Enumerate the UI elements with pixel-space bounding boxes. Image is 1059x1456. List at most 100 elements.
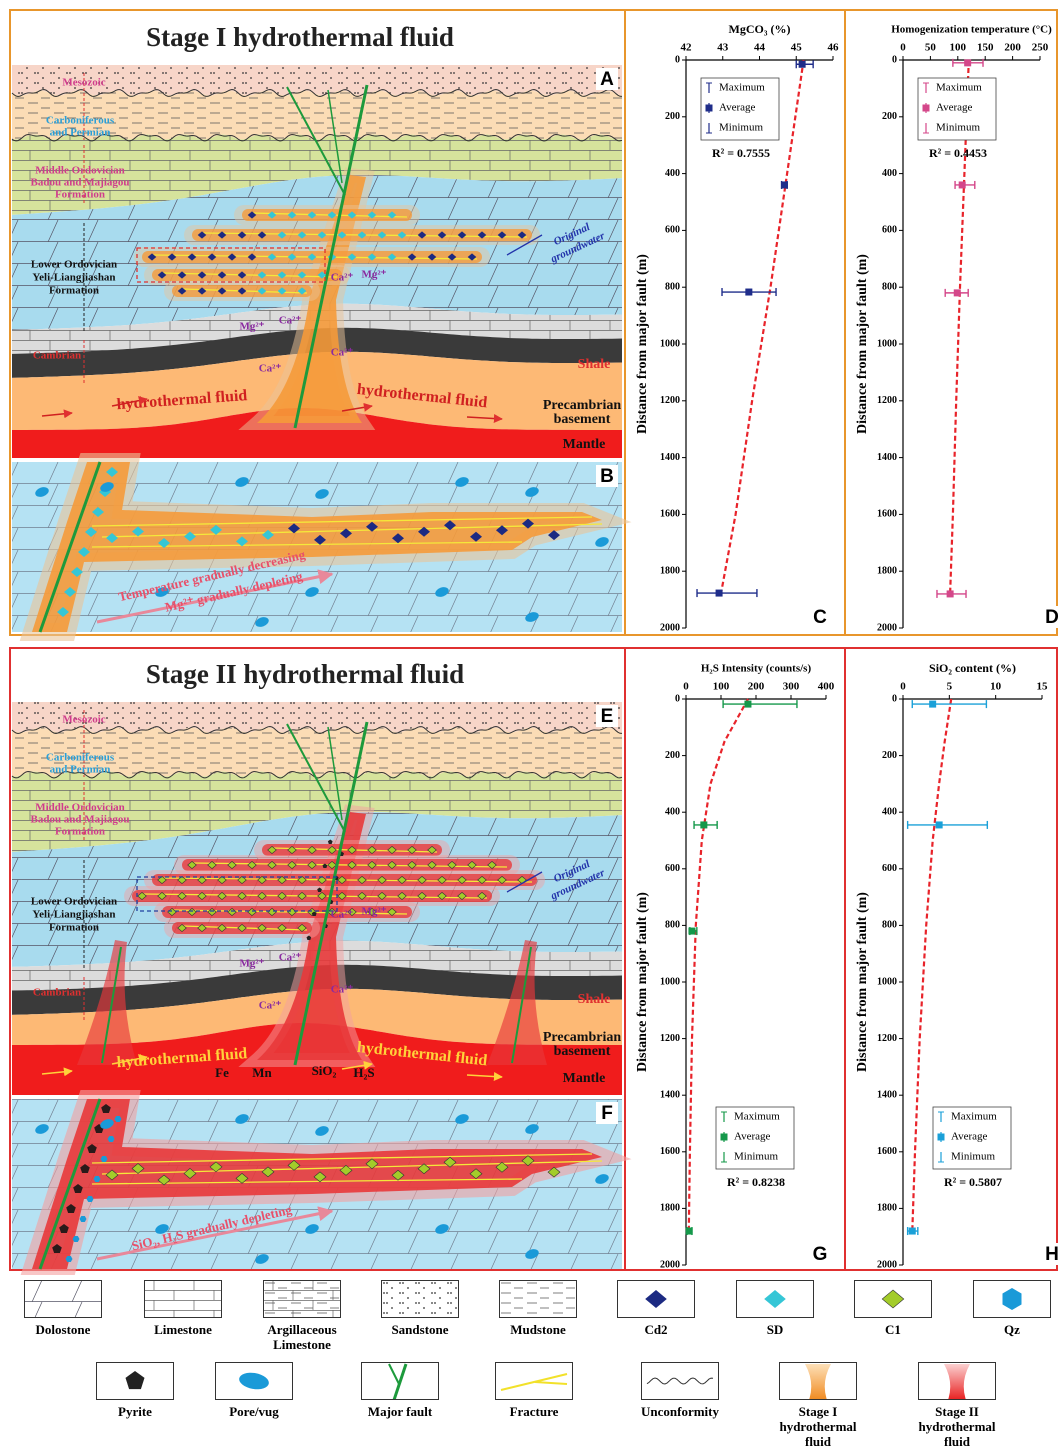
section-label: Mg²⁺ — [362, 269, 387, 281]
section-label: and Permian — [50, 127, 111, 139]
average-point — [799, 61, 806, 68]
section-label: Mn — [252, 1065, 272, 1080]
section-label: Ca²⁺ — [331, 272, 354, 284]
legend-icon — [144, 1280, 222, 1318]
panel-label: G — [813, 1244, 828, 1265]
x-tick-label: 150 — [977, 42, 994, 54]
y-tick-label: 1200 — [877, 395, 897, 406]
legend-swatch — [706, 105, 713, 112]
y-axis-label: Distance from major fault (m) — [855, 254, 870, 434]
section-label: Mg²⁺ — [362, 906, 387, 918]
y-tick-label: 1400 — [660, 452, 680, 463]
section-label: Formation — [49, 285, 99, 297]
legend-item: Sandstone — [358, 1280, 482, 1337]
legend-icon — [779, 1362, 857, 1400]
figure: Stage I hydrothermal fluid Stage II hydr… — [0, 0, 1059, 1456]
fluid-symbol — [805, 1364, 831, 1400]
section-label: Precambrian — [543, 1030, 621, 1045]
legend-item: Qz — [950, 1280, 1059, 1337]
y-tick-label: 1400 — [660, 1089, 680, 1100]
section-label: Formation — [49, 922, 99, 934]
legend-pattern — [24, 1280, 102, 1318]
legend-item: Fracture — [472, 1362, 596, 1419]
legend-label: Unconformity — [618, 1404, 742, 1419]
legend-pattern — [499, 1280, 577, 1318]
average-point — [936, 821, 943, 828]
legend-icon — [854, 1280, 932, 1318]
legend-icon — [617, 1280, 695, 1318]
legend-icon — [263, 1280, 341, 1318]
y-axis-label: Distance from major fault (m) — [635, 254, 650, 434]
legend-label: C1 — [831, 1322, 955, 1337]
chart-title: SiO₂ content (%) — [929, 661, 1016, 675]
legend-label: Minimum — [719, 122, 763, 134]
y-tick-label: 1200 — [877, 1033, 897, 1044]
x-tick-label: 0 — [683, 681, 689, 693]
legend-item: Stage II hydrothermal fluid — [895, 1362, 1019, 1449]
y-tick-label: 400 — [665, 168, 680, 179]
average-point — [954, 289, 961, 296]
section-label: Shale — [578, 992, 611, 1007]
legend-label: Qz — [950, 1322, 1059, 1337]
chart: MgCO₃ (%)4243444546020040060080010001200… — [635, 22, 839, 634]
section-label: Middle Ordovician — [35, 165, 125, 177]
legend-label: Minimum — [936, 122, 980, 134]
legend-swatch — [938, 1134, 945, 1141]
y-tick-label: 1600 — [660, 509, 680, 520]
x-tick-label: 200 — [748, 681, 765, 693]
average-point — [744, 701, 751, 708]
legend-item: Limestone — [121, 1280, 245, 1337]
legend-label: Argillaceous Limestone — [240, 1322, 364, 1352]
y-tick-label: 600 — [882, 225, 897, 236]
chart: SiO₂ content (%)051015020040060080010001… — [855, 661, 1059, 1271]
y-tick-label: 400 — [882, 806, 897, 817]
section-label: Carboniferous — [46, 115, 115, 127]
legend-label: Fracture — [472, 1404, 596, 1419]
legend-label: Sandstone — [358, 1322, 482, 1337]
y-tick-label: 200 — [882, 750, 897, 761]
unconformity — [647, 1378, 713, 1384]
panel-label: B — [600, 466, 614, 487]
y-tick-label: 1800 — [660, 565, 680, 576]
y-tick-label: 800 — [882, 281, 897, 292]
section-label: Yeli-Liangjiashan — [32, 909, 115, 921]
panel-label: E — [601, 706, 614, 727]
legend-label: Average — [719, 102, 756, 114]
legend-pattern — [381, 1280, 459, 1318]
section-label: Mantle — [563, 437, 606, 452]
legend-label: Maximum — [719, 82, 765, 94]
legend-pattern — [263, 1280, 341, 1318]
x-tick-label: 300 — [783, 681, 800, 693]
x-tick-label: 43 — [717, 42, 729, 54]
legend-item: Major fault — [338, 1362, 462, 1419]
y-tick-label: 1000 — [660, 338, 680, 349]
section-label: Badou and Majiagou — [30, 814, 129, 826]
legend-icon — [918, 1362, 996, 1400]
legend-icon — [973, 1280, 1051, 1318]
section-label: basement — [554, 1044, 611, 1059]
legend-icon — [24, 1280, 102, 1318]
legend-icon — [96, 1362, 174, 1400]
y-tick-label: 0 — [675, 54, 680, 65]
average-point — [686, 1228, 693, 1235]
legend-item: SD — [713, 1280, 837, 1337]
panel-label: D — [1045, 607, 1059, 628]
panel-label: C — [813, 607, 827, 628]
legend-label: Mudstone — [476, 1322, 600, 1337]
legend-label: Major fault — [338, 1404, 462, 1419]
y-tick-label: 1200 — [660, 395, 680, 406]
section-label: Middle Ordovician — [35, 802, 125, 814]
y-tick-label: 1000 — [660, 976, 680, 987]
y-axis-label: Distance from major fault (m) — [635, 892, 650, 1072]
legend-label: Average — [734, 1131, 771, 1143]
y-tick-label: 1800 — [877, 565, 897, 576]
legend-item: Mudstone — [476, 1280, 600, 1337]
section-label: Mg²⁺ — [240, 958, 265, 970]
y-tick-label: 0 — [675, 693, 680, 704]
x-tick-label: 10 — [990, 681, 1002, 693]
y-tick-label: 400 — [665, 806, 680, 817]
legend-label: Minimum — [734, 1151, 778, 1163]
y-tick-label: 1400 — [877, 452, 897, 463]
x-tick-label: 100 — [713, 681, 730, 693]
